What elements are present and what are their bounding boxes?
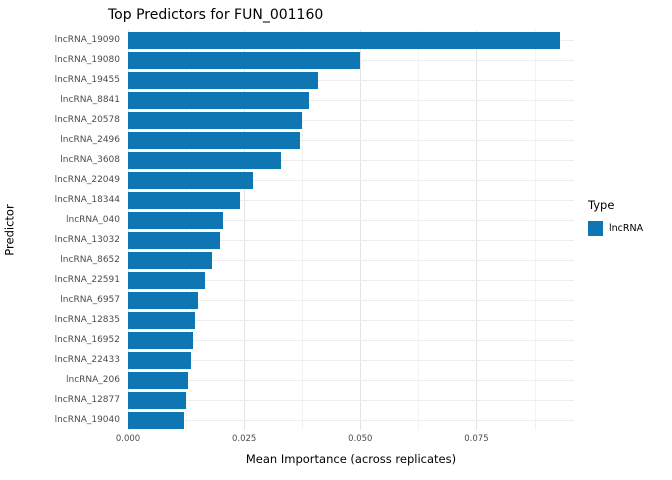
legend-swatch — [588, 221, 603, 236]
bar — [128, 411, 184, 429]
gridline-minor — [302, 30, 304, 430]
bar — [128, 91, 310, 109]
bar — [128, 111, 303, 129]
gridline-horizontal — [128, 240, 574, 241]
bar — [128, 271, 205, 289]
bar — [128, 371, 189, 389]
gridline-horizontal — [128, 360, 574, 361]
category-label: lncRNA_18344 — [54, 195, 120, 205]
x-axis: 0.000 0.025 0.050 0.075 — [116, 434, 574, 446]
x-axis-title: Mean Importance (across replicates) — [245, 452, 457, 466]
legend-label: lncRNA — [609, 223, 644, 234]
gridline-horizontal — [128, 260, 574, 261]
gridline-horizontal — [128, 160, 574, 161]
gridline-horizontal — [128, 380, 574, 381]
gridline-major — [476, 30, 478, 430]
legend-item: lncRNA — [588, 221, 643, 236]
gridline-minor — [534, 30, 536, 430]
gridline-horizontal — [128, 200, 574, 201]
legend-items: lncRNA — [588, 221, 643, 236]
gridline-horizontal — [128, 340, 574, 341]
gridline-major — [128, 30, 129, 430]
bar — [128, 131, 300, 149]
category-label: lncRNA_8652 — [60, 255, 120, 265]
bar — [128, 51, 361, 69]
category-label: lncRNA_13032 — [54, 235, 120, 245]
gridline-horizontal — [128, 280, 574, 281]
bar — [128, 251, 212, 269]
category-label: lncRNA_12877 — [54, 395, 120, 405]
category-label: lncRNA_19090 — [54, 35, 120, 45]
bar — [128, 351, 191, 369]
category-label: lncRNA_19455 — [54, 75, 120, 85]
gridline-horizontal — [128, 400, 574, 401]
bar — [128, 331, 194, 349]
category-label: lncRNA_22433 — [54, 355, 120, 365]
chart-title: Top Predictors for FUN_001160 — [108, 7, 324, 23]
category-label: lncRNA_8841 — [60, 95, 120, 105]
legend-title: Type — [588, 198, 615, 212]
gridline-horizontal — [128, 180, 574, 181]
gridline-horizontal — [128, 420, 574, 421]
bar — [128, 31, 561, 49]
category-label: lncRNA_22591 — [54, 275, 120, 285]
bar — [128, 171, 254, 189]
gridline-horizontal — [128, 80, 574, 81]
x-tick-label: 0.000 — [115, 434, 141, 444]
legend: Type lncRNA — [588, 198, 643, 240]
gridline-horizontal — [128, 300, 574, 301]
gridline-horizontal — [128, 320, 574, 321]
category-label: lncRNA_6957 — [60, 295, 120, 305]
bar — [128, 211, 224, 229]
x-tick-label: 0.075 — [464, 434, 489, 444]
category-label: lncRNA_206 — [66, 375, 120, 385]
category-label: lncRNA_040 — [66, 215, 120, 225]
bar — [128, 151, 282, 169]
category-label: lncRNA_16952 — [54, 335, 120, 345]
category-label: lncRNA_2496 — [60, 135, 120, 145]
gridline-horizontal — [128, 120, 574, 121]
category-label: lncRNA_19080 — [54, 55, 120, 65]
bar — [128, 391, 187, 409]
category-label: lncRNA_19040 — [54, 415, 120, 425]
gridline-horizontal — [128, 140, 574, 141]
category-label: lncRNA_12835 — [54, 315, 120, 325]
category-label: lncRNA_22049 — [54, 175, 120, 185]
bar — [128, 191, 240, 209]
gridline-horizontal — [128, 100, 574, 101]
bar — [128, 291, 198, 309]
gridline-minor — [186, 30, 188, 430]
x-tick-label: 0.050 — [348, 434, 373, 444]
gridline-horizontal — [128, 220, 574, 221]
category-label: lncRNA_3608 — [60, 155, 120, 165]
category-axis: lncRNA_19090 lncRNA_19080 lncRNA_19455 lncR… — [0, 30, 120, 430]
bar — [128, 231, 220, 249]
category-label: lncRNA_20578 — [54, 115, 120, 125]
x-tick-label: 0.025 — [231, 434, 257, 444]
bar — [128, 311, 196, 329]
gridline-major — [244, 30, 246, 430]
plot-panel — [128, 30, 574, 430]
bar — [128, 71, 319, 89]
gridline-major — [360, 30, 362, 430]
gridline-minor — [418, 30, 420, 430]
